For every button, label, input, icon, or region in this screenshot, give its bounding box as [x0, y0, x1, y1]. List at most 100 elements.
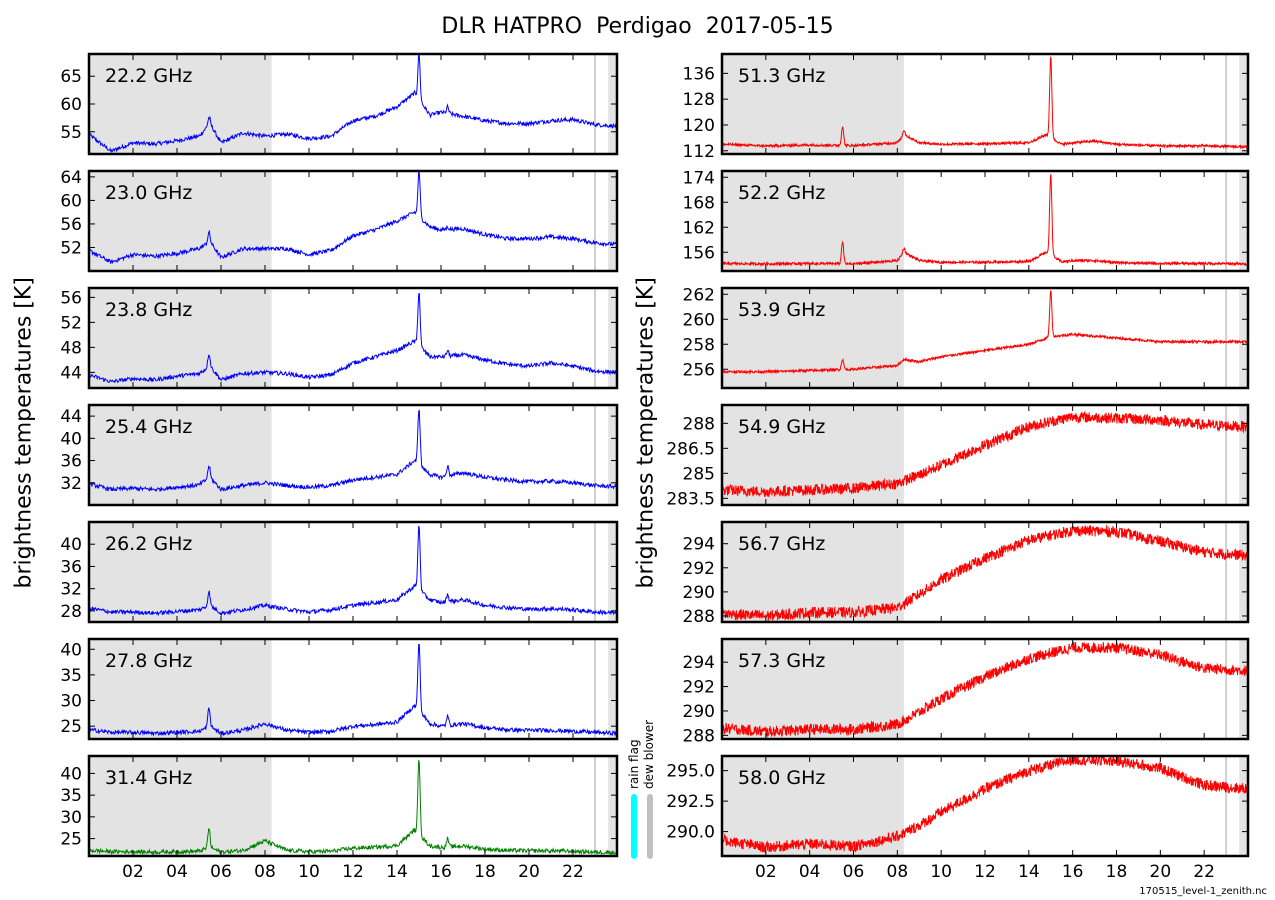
series-line-26.2	[89, 525, 617, 617]
x-tick-label: 12	[974, 862, 996, 882]
y-tick-label: 25	[60, 830, 82, 850]
x-tick-label: 22	[1193, 862, 1215, 882]
y-tick-label: 32	[60, 474, 82, 494]
x-tick-label: 04	[799, 862, 821, 882]
panel-51-3-ghz: 112 120 128 136 51.3 GHz	[683, 52, 1250, 162]
x-tick-label: 08	[254, 862, 276, 882]
source-filename: 170515_level-1_zenith.nc	[1139, 886, 1267, 897]
rain-flag-label: rain flag	[627, 739, 641, 789]
y-tick-label: 112	[683, 142, 715, 162]
channel-label: 54.9 GHz	[738, 416, 825, 438]
panel-27-8-ghz: 25 30 35 40 27.8 GHz	[60, 637, 619, 741]
x-tick-label: 04	[166, 862, 188, 882]
y-tick-label: 283.5	[666, 489, 715, 509]
channel-label: 51.3 GHz	[738, 65, 825, 87]
y-tick-label: 162	[683, 218, 715, 238]
y-tick-label: 288	[683, 726, 715, 746]
x-tick-label: 20	[1150, 862, 1172, 882]
y-tick-label: 292	[683, 678, 715, 698]
y-tick-label: 294	[683, 653, 715, 673]
x-tick-label: 10	[298, 862, 320, 882]
channel-label: 26.2 GHz	[105, 533, 192, 555]
y-tick-label: 56	[60, 215, 82, 235]
y-tick-label: 60	[60, 95, 82, 115]
channel-label: 52.2 GHz	[738, 182, 825, 204]
y-tick-label: 35	[60, 786, 82, 806]
y-tick-label: 288	[683, 414, 715, 434]
x-tick-label: 08	[887, 862, 909, 882]
channel-label: 23.8 GHz	[105, 299, 192, 321]
shaded-period	[1239, 171, 1248, 271]
y-tick-label: 44	[60, 363, 82, 383]
y-tick-label: 56	[60, 288, 82, 308]
y-tick-label: 294	[683, 535, 715, 555]
series-line-56.7	[722, 524, 1248, 622]
x-tick-label: 06	[210, 862, 232, 882]
panel-57-3-ghz: 288 290 292 294 57.3 GHz	[683, 637, 1250, 746]
shaded-period	[1239, 288, 1248, 388]
x-tick-label: 18	[474, 862, 496, 882]
y-tick-label: 65	[60, 67, 82, 87]
channel-label: 57.3 GHz	[738, 650, 825, 672]
y-tick-label: 36	[60, 557, 82, 577]
x-tick-label: 16	[430, 862, 452, 882]
shaded-period	[89, 522, 272, 622]
series-line-57.3	[722, 641, 1248, 738]
y-tick-label: 156	[683, 243, 715, 263]
shaded-period	[89, 756, 272, 856]
y-tick-label: 32	[60, 580, 82, 600]
channel-label: 58.0 GHz	[738, 767, 825, 789]
y-tick-label: 44	[60, 407, 82, 427]
series-line-51.3	[722, 56, 1248, 150]
x-tick-label: 20	[518, 862, 540, 882]
shaded-period	[1239, 54, 1248, 154]
shaded-period	[1239, 522, 1248, 622]
y-tick-label: 174	[683, 168, 715, 188]
y-tick-label: 258	[683, 335, 715, 355]
x-tick-label: 12	[342, 862, 364, 882]
x-tick-label: 02	[755, 862, 777, 882]
series-line-23.8	[89, 292, 617, 384]
y-tick-label: 28	[60, 602, 82, 622]
series-line-23.0	[89, 171, 617, 264]
x-tick-label: 22	[562, 862, 584, 882]
y-tick-label: 52	[60, 313, 82, 333]
y-tick-label: 60	[60, 191, 82, 211]
y-tick-label: 30	[60, 692, 82, 712]
shaded-period	[722, 54, 904, 154]
shaded-period	[608, 288, 617, 388]
series-line-25.4	[89, 409, 617, 492]
y-tick-label: 120	[683, 116, 715, 136]
y-axis-label-left: brightness temperatures [K]	[11, 277, 37, 589]
panel-58-0-ghz: 290.0 292.5 295.0 02 04 06 08 10 12 14 16 18 20 22 58.…	[666, 754, 1250, 882]
y-tick-label: 168	[683, 193, 715, 213]
y-tick-label: 290	[683, 583, 715, 603]
series-line-54.9	[722, 410, 1248, 498]
y-tick-label: 30	[60, 808, 82, 828]
x-tick-label: 10	[930, 862, 952, 882]
channel-label: 31.4 GHz	[105, 767, 192, 789]
chart-title: DLR HATPRO Perdigao 2017-05-15	[441, 14, 834, 39]
y-tick-label: 36	[60, 452, 82, 472]
y-tick-label: 290.0	[666, 823, 715, 843]
y-tick-label: 295.0	[666, 762, 715, 782]
y-tick-label: 52	[60, 238, 82, 258]
channel-label: 56.7 GHz	[738, 533, 825, 555]
y-tick-label: 128	[683, 90, 715, 110]
panel-23-8-ghz: 44 48 52 56 23.8 GHz	[60, 286, 619, 390]
channel-label: 23.0 GHz	[105, 182, 192, 204]
y-tick-label: 292	[683, 559, 715, 579]
channel-label: 53.9 GHz	[738, 299, 825, 321]
y-axis-label-right: brightness temperatures [K]	[633, 277, 659, 589]
panel-53-9-ghz: 256 258 260 262 53.9 GHz	[683, 285, 1250, 390]
y-tick-label: 35	[60, 666, 82, 686]
shaded-period	[89, 639, 272, 739]
x-tick-label: 18	[1106, 862, 1128, 882]
y-tick-label: 136	[683, 64, 715, 84]
y-tick-label: 288	[683, 607, 715, 627]
dew-blower-label: dew blower	[642, 719, 656, 789]
panel-23-0-ghz: 52 56 60 64 23.0 GHz	[60, 168, 619, 273]
